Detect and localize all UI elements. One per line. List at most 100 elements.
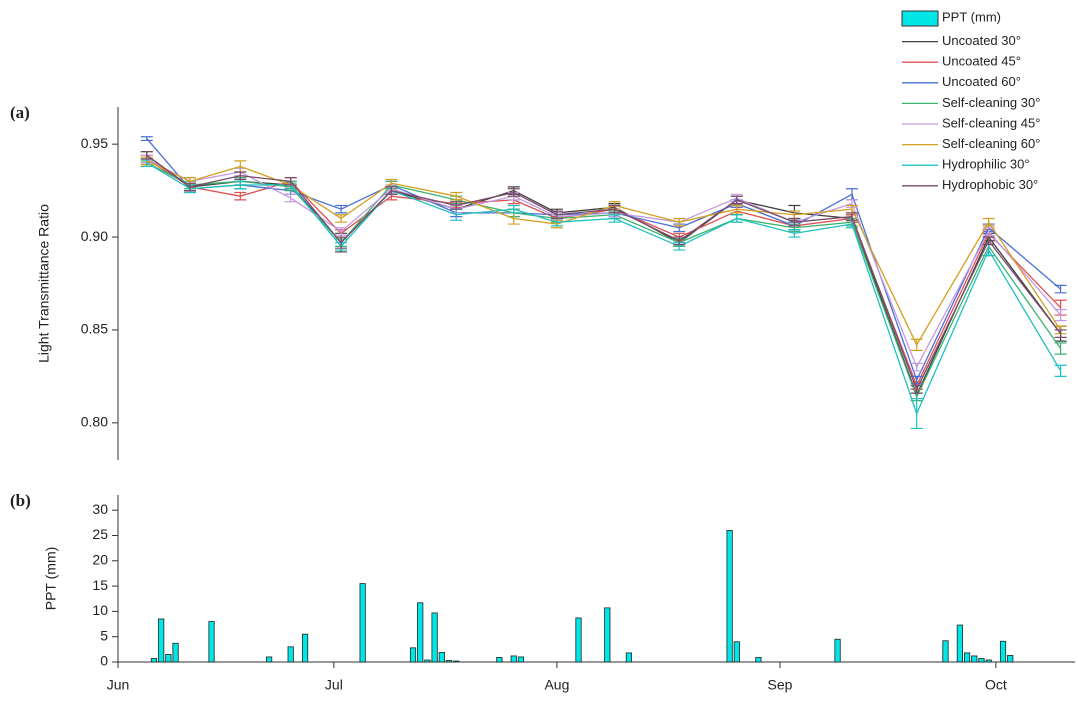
error-bar: [140, 136, 153, 142]
x-tick-label: Sep: [768, 677, 793, 693]
x-tick-label: Aug: [544, 677, 569, 693]
legend-label: Uncoated 60°: [942, 74, 1021, 89]
error-bar: [234, 160, 247, 173]
bar: [359, 583, 366, 663]
bar: [999, 640, 1007, 663]
error-bar: [450, 201, 463, 210]
bar: [208, 621, 215, 663]
y-tick-label: 15: [92, 577, 108, 593]
bar: [956, 624, 963, 663]
bar: [496, 657, 503, 663]
y-tick-label: 0: [100, 653, 108, 669]
panel-label: (a): [10, 103, 30, 122]
bar: [834, 638, 841, 663]
legend-swatch: [901, 10, 939, 27]
series-line: [146, 138, 1062, 382]
legend-label: Hydrophobic 30°: [942, 177, 1038, 192]
error-bar: [608, 204, 621, 214]
error-bar: [385, 186, 398, 195]
bar: [266, 656, 273, 663]
bar: [604, 607, 611, 663]
bar: [971, 655, 978, 663]
error-bar: [1054, 342, 1067, 355]
bar: [517, 656, 525, 663]
error-bar: [234, 191, 247, 201]
error-bar: [183, 182, 196, 192]
bar: [445, 660, 453, 663]
legend-label: Uncoated 45°: [942, 54, 1021, 69]
bar: [158, 618, 165, 663]
error-bar: [788, 229, 801, 238]
bar: [409, 647, 417, 663]
error-bar: [845, 212, 858, 221]
error-bar: [910, 338, 923, 351]
panel-label: (b): [10, 491, 31, 510]
x-tick-label: Jul: [325, 677, 343, 693]
legend-label: Self-cleaning 60°: [942, 136, 1040, 151]
y-tick-label: 25: [92, 526, 108, 542]
error-bar: [910, 385, 923, 394]
error-bar: [140, 150, 153, 160]
series-line: [146, 162, 1062, 399]
x-tick-label: Oct: [985, 677, 1007, 693]
series-line: [146, 160, 1062, 347]
bar: [453, 660, 460, 663]
error-bar: [335, 214, 348, 223]
error-bar: [910, 362, 923, 372]
legend-label: Self-cleaning 45°: [942, 115, 1040, 130]
y-axis-label: Light Transmittance Ratio: [36, 204, 52, 363]
series-line: [146, 154, 1062, 397]
legend-label: Self-cleaning 30°: [942, 95, 1040, 110]
error-bar: [335, 236, 348, 249]
y-tick-label: 0.95: [81, 135, 108, 151]
error-bar: [982, 236, 995, 246]
y-tick-label: 0.80: [81, 414, 108, 430]
error-bar: [730, 214, 743, 223]
bar: [963, 652, 971, 663]
bar: [625, 652, 632, 663]
bar: [150, 658, 158, 663]
error-bar: [730, 204, 743, 214]
legend-label: Uncoated 30°: [942, 33, 1021, 48]
bar: [172, 642, 179, 663]
error-bar: [673, 236, 686, 246]
error-bar: [450, 191, 463, 201]
series-line: [146, 158, 1062, 388]
error-bar: [335, 227, 348, 236]
legend-label: Hydrophilic 30°: [942, 157, 1030, 172]
bar: [417, 602, 424, 663]
y-axis-label: PPT (mm): [43, 547, 59, 611]
bar: [985, 659, 992, 663]
bar: [431, 612, 438, 663]
error-bar: [673, 217, 686, 227]
error-bar: [1054, 329, 1067, 338]
y-tick-label: 10: [92, 602, 108, 618]
error-bar: [608, 214, 621, 223]
y-tick-label: 0.90: [81, 228, 108, 244]
bar: [755, 657, 762, 663]
error-bar: [234, 180, 247, 190]
bar: [424, 659, 431, 663]
bar: [942, 640, 949, 663]
error-bar: [845, 188, 858, 201]
error-bar: [910, 375, 923, 385]
y-tick-label: 30: [92, 501, 108, 517]
y-tick-label: 0.85: [81, 321, 108, 337]
error-bar: [284, 193, 297, 203]
error-bar: [730, 195, 743, 205]
error-bar: [982, 217, 995, 227]
error-bar: [910, 398, 923, 430]
bar: [438, 651, 445, 663]
bar: [978, 658, 985, 663]
bar: [733, 641, 740, 663]
bar: [575, 617, 582, 663]
error-bar: [1054, 284, 1067, 294]
error-bar: [1054, 308, 1067, 322]
error-bar: [788, 217, 801, 227]
bar: [301, 633, 309, 663]
error-bar: [234, 171, 247, 181]
bar: [287, 646, 294, 663]
error-bar: [550, 210, 563, 220]
x-tick-label: Jun: [107, 677, 130, 693]
